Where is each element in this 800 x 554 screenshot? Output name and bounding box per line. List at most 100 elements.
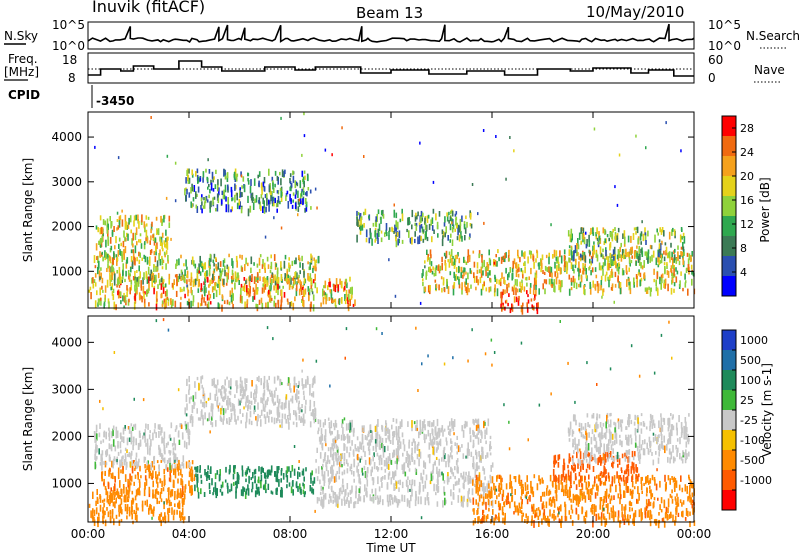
- velocity-cell: [548, 489, 551, 495]
- power-cell: [303, 190, 305, 196]
- velocity-cell: [482, 486, 485, 490]
- power-cell: [208, 284, 210, 288]
- power-cell: [100, 267, 102, 271]
- velocity-cell: [347, 492, 350, 497]
- power-cell: [126, 285, 128, 291]
- power-cell: [670, 265, 673, 271]
- velocity-cell: [310, 478, 312, 484]
- velocity-cell: [267, 483, 270, 490]
- velocity-cell: [169, 475, 172, 483]
- power-cell: [134, 288, 137, 296]
- power-cell: [213, 276, 216, 281]
- velocity-cell: [200, 399, 202, 404]
- power-cell: [247, 195, 249, 203]
- velocity-cell: [311, 487, 313, 494]
- velocity-cell: [358, 488, 361, 494]
- power-cell: [608, 279, 610, 288]
- power-cell: [455, 211, 458, 215]
- velocity-cell: [243, 487, 246, 492]
- power-cell: [629, 281, 631, 290]
- velocity-cell: [431, 429, 434, 436]
- power-cell: [486, 266, 488, 270]
- power-cell: [275, 263, 278, 268]
- velocity-cell: [268, 409, 271, 415]
- velocity-cell: [553, 475, 555, 482]
- velocity-cell: [335, 453, 338, 457]
- velocity-cell: [305, 381, 307, 388]
- power-cell: [468, 288, 470, 293]
- velocity-cell: [108, 430, 111, 435]
- velocity-cell: [564, 504, 567, 512]
- power-cell: [236, 192, 238, 201]
- power-cell: [107, 263, 109, 269]
- velocity-cell: [334, 492, 337, 500]
- power-cell: [659, 227, 661, 233]
- velocity-cell: [609, 498, 612, 504]
- power-cell: [657, 255, 659, 263]
- velocity-cell: [241, 380, 243, 387]
- power-cell: [560, 255, 563, 264]
- power-cell: [264, 277, 267, 281]
- power-cell: [225, 204, 228, 213]
- velocity-cell: [488, 490, 490, 498]
- velocity-cell: [618, 475, 620, 483]
- power-cell: [213, 196, 216, 200]
- velocity-cell: [226, 400, 228, 406]
- power-cell: [582, 267, 585, 275]
- power-cell: [203, 197, 205, 201]
- power-cell: [294, 296, 296, 302]
- velocity-cell: [674, 478, 677, 485]
- velocity-cell: [212, 380, 214, 386]
- power-cell: [584, 289, 586, 296]
- power-cell: [448, 251, 451, 256]
- power-cell: [660, 229, 663, 235]
- power-cell: [276, 267, 279, 275]
- velocity-cell: [390, 460, 393, 465]
- velocity-cell: [456, 465, 459, 473]
- power-cell: [156, 267, 159, 271]
- power-cell: [451, 239, 454, 246]
- velocity-cell: [134, 423, 137, 430]
- velocity-cell: [249, 410, 252, 418]
- velocity-cell: [534, 513, 537, 518]
- power-cell: [559, 250, 561, 258]
- velocity-cell: [689, 521, 691, 528]
- power-cell: [398, 238, 400, 244]
- velocity-cell: [669, 478, 671, 485]
- velocity-cell: [460, 495, 463, 504]
- velocity-cell: [376, 452, 379, 457]
- power-cell: [422, 238, 425, 243]
- power-cell: [145, 273, 148, 280]
- velocity-cell: [483, 482, 485, 486]
- power-cell: [260, 297, 263, 304]
- power-cell: [233, 172, 236, 180]
- power-cell: [280, 189, 282, 198]
- velocity-cell: [181, 515, 184, 520]
- velocity-cell: [234, 394, 236, 398]
- velocity-cell: [330, 496, 332, 502]
- power-cell: [125, 262, 128, 269]
- power-cell: [116, 278, 119, 286]
- velocity-cell: [262, 467, 264, 473]
- power-cell: [276, 270, 279, 279]
- velocity-cell: [242, 388, 245, 396]
- power-cell: [649, 256, 651, 263]
- velocity-cell: [190, 396, 192, 400]
- velocity-cell: [114, 501, 116, 509]
- power-cell: [359, 230, 362, 235]
- power-cell: [681, 236, 683, 240]
- power-cell: [176, 279, 178, 286]
- velocity-cell: [112, 490, 114, 496]
- velocity-cell: [378, 440, 381, 447]
- velocity-cell: [640, 477, 643, 484]
- power-cell: [487, 264, 490, 269]
- velocity-cell: [239, 376, 242, 383]
- velocity-cell: [182, 491, 185, 495]
- velocity-cell: [672, 514, 674, 523]
- power-cell: [446, 281, 448, 289]
- power-cell: [265, 206, 267, 213]
- velocity-cell: [108, 469, 110, 477]
- velocity-cell: [323, 471, 326, 479]
- velocity-cell: [135, 510, 138, 515]
- power-cell: [376, 213, 378, 222]
